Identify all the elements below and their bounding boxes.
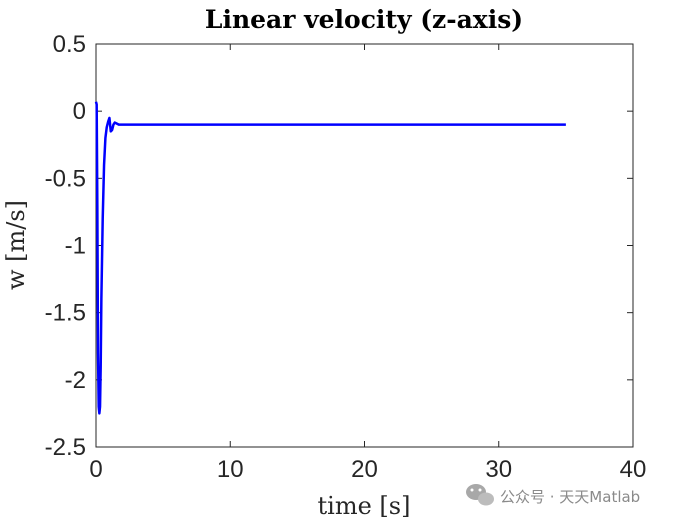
x-axis-label: time [s] bbox=[318, 492, 411, 520]
x-tick-label: 20 bbox=[351, 456, 378, 483]
wechat-icon bbox=[466, 484, 494, 506]
y-tick-label: 0 bbox=[73, 98, 86, 125]
y-tick-label: -0.5 bbox=[45, 165, 86, 192]
x-tick-label: 0 bbox=[89, 456, 102, 483]
watermark: 公众号 · 天天Matlab bbox=[466, 484, 640, 506]
y-tick-label: -2 bbox=[65, 367, 86, 394]
watermark-text: 公众号 · 天天Matlab bbox=[500, 488, 640, 506]
y-tick-label: -1 bbox=[65, 233, 86, 260]
y-tick-label: 0.5 bbox=[53, 31, 86, 58]
y-tick-label: -2.5 bbox=[45, 434, 86, 461]
x-tick-label: 30 bbox=[485, 456, 512, 483]
x-axis: 0 10 20 30 40 bbox=[89, 44, 646, 483]
plot-area bbox=[95, 43, 634, 448]
y-tick-label: -1.5 bbox=[45, 300, 86, 327]
chart-title: Linear velocity (z-axis) bbox=[205, 5, 523, 34]
series-group bbox=[94, 101, 566, 415]
x-tick-label: 10 bbox=[217, 456, 244, 483]
x-tick-label: 40 bbox=[620, 456, 647, 483]
series-line-0 bbox=[94, 101, 566, 415]
y-axis-label: w [m/s] bbox=[2, 200, 30, 290]
